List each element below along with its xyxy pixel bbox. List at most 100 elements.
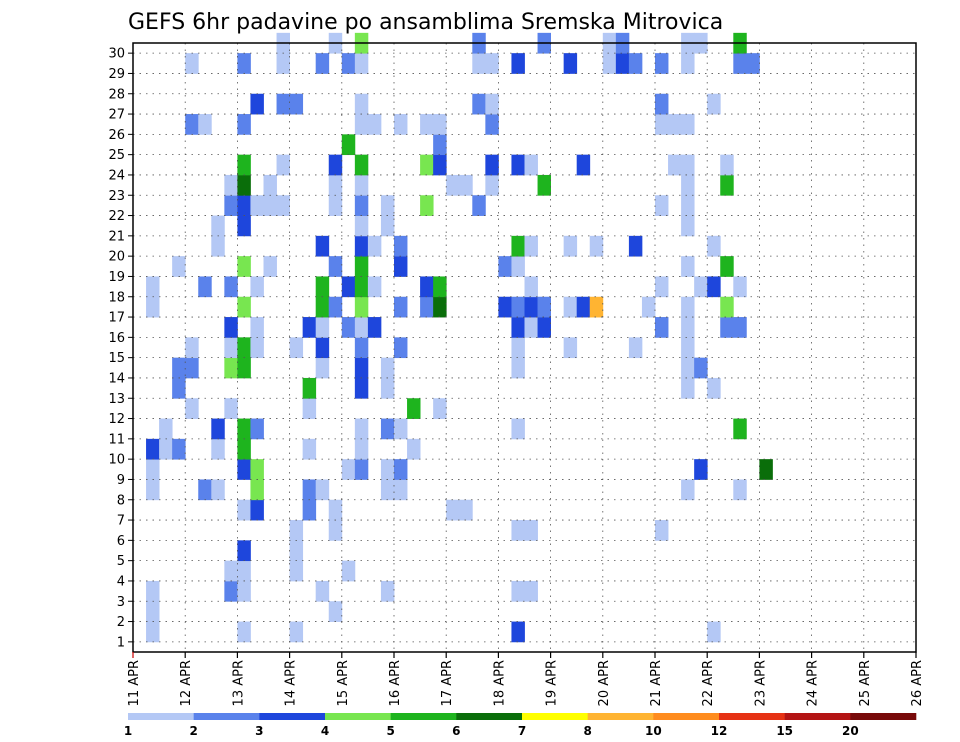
legend-label: 5	[386, 724, 394, 738]
heatmap-cell	[302, 479, 317, 501]
heatmap-cell	[420, 195, 434, 216]
y-tick-label: 13	[108, 392, 125, 407]
heatmap-cell	[681, 53, 695, 74]
x-tick-label: 17 APR	[440, 660, 455, 706]
heatmap-cell	[681, 215, 695, 237]
heatmap-cell	[250, 317, 264, 338]
heatmap-cell	[380, 195, 395, 216]
heatmap-cell	[681, 357, 695, 379]
heatmap-cell	[341, 459, 356, 480]
heatmap-cell	[511, 337, 525, 359]
heatmap-cell	[446, 174, 460, 196]
heatmap-cell	[315, 479, 330, 501]
heatmap-cell	[694, 276, 708, 298]
heatmap-cell	[380, 479, 395, 501]
heatmap-cell	[315, 337, 330, 359]
heatmap-cell	[159, 418, 173, 440]
heatmap-cell	[341, 276, 356, 298]
heatmap-cell	[537, 296, 551, 318]
heatmap-cell	[354, 337, 369, 359]
heatmap-cell	[694, 459, 708, 480]
heatmap-cell	[354, 114, 369, 135]
heatmap-cell	[537, 317, 551, 338]
heatmap-cell	[146, 621, 160, 643]
heatmap-cell	[289, 93, 304, 115]
heatmap-cell	[407, 398, 421, 419]
heatmap-cell	[328, 520, 343, 541]
legend-swatch	[390, 713, 457, 720]
heatmap-cell	[237, 540, 251, 562]
heatmap-cell	[250, 418, 264, 440]
heatmap-cell	[354, 215, 369, 237]
heatmap-cell	[733, 418, 747, 440]
legend-label: 10	[645, 724, 662, 738]
heatmap-cell	[146, 459, 160, 480]
heatmap-cell	[394, 337, 408, 359]
heatmap-cell	[472, 93, 486, 115]
heatmap-cell	[485, 114, 499, 135]
heatmap-cell	[498, 256, 512, 277]
heatmap-cell	[511, 256, 525, 277]
heatmap-cell	[524, 235, 538, 257]
legend-label: 4	[321, 724, 329, 738]
heatmap-cell	[250, 459, 264, 480]
heatmap-cell	[354, 154, 369, 176]
heatmap-cell	[289, 520, 304, 541]
heatmap-cell	[746, 53, 760, 74]
heatmap-cell	[354, 93, 369, 115]
y-tick-label: 25	[108, 148, 125, 163]
heatmap-cell	[237, 114, 251, 135]
heatmap-cell	[628, 337, 643, 359]
heatmap-cell	[315, 580, 330, 602]
heatmap-cell	[367, 276, 382, 298]
heatmap-cell	[433, 296, 447, 318]
heatmap-cell	[681, 337, 695, 359]
legend-label: 12	[711, 724, 728, 738]
heatmap-cell	[302, 398, 317, 419]
legend-label: 15	[776, 724, 793, 738]
heatmap-cell	[681, 174, 695, 196]
y-tick-label: 28	[108, 87, 125, 102]
legend-swatch	[128, 713, 194, 720]
y-tick-label: 7	[117, 514, 125, 529]
heatmap-cell	[224, 357, 238, 379]
x-tick-label: 22 APR	[701, 660, 716, 706]
legend-label: 7	[518, 724, 526, 738]
heatmap-cell	[172, 256, 186, 277]
heatmap-cell	[328, 174, 343, 196]
heatmap-cell	[250, 195, 264, 216]
heatmap-cell	[733, 317, 747, 338]
heatmap-cell	[655, 114, 669, 135]
heatmap-cell	[485, 174, 499, 196]
heatmap-cell	[394, 235, 408, 257]
heatmap-cell	[394, 114, 408, 135]
y-tick-label: 3	[117, 595, 125, 610]
heatmap-cell	[224, 174, 238, 196]
heatmap-cell	[289, 540, 304, 562]
x-tick-label: 24 APR	[806, 660, 821, 706]
heatmap-cell	[380, 215, 395, 237]
heatmap-cell	[354, 53, 369, 74]
heatmap-cell	[237, 154, 251, 176]
heatmap-cell	[524, 520, 538, 541]
heatmap-cell	[511, 154, 525, 176]
x-tick-label: 13 APR	[231, 660, 246, 706]
heatmap-cell	[328, 499, 343, 521]
heatmap-cell	[524, 580, 538, 602]
heatmap-cell	[524, 317, 538, 338]
heatmap-cell	[315, 357, 330, 379]
heatmap-cell	[602, 53, 617, 74]
heatmap-cell	[354, 195, 369, 216]
heatmap-cell	[511, 53, 525, 74]
x-tick-label: 16 APR	[388, 660, 403, 706]
y-tick-label: 21	[108, 229, 125, 244]
heatmap-cell	[537, 174, 551, 196]
heatmap-cell	[315, 317, 330, 338]
heatmap-cell	[524, 154, 538, 176]
heatmap-cell	[354, 377, 369, 399]
heatmap-cell	[146, 438, 160, 460]
x-tick-label: 11 APR	[127, 660, 142, 706]
x-axis-ticks: 11 APR 12 APR 13 APR 14 APR 15 APR 16 APR 17 A…	[127, 652, 925, 706]
heatmap-cell	[146, 479, 160, 501]
